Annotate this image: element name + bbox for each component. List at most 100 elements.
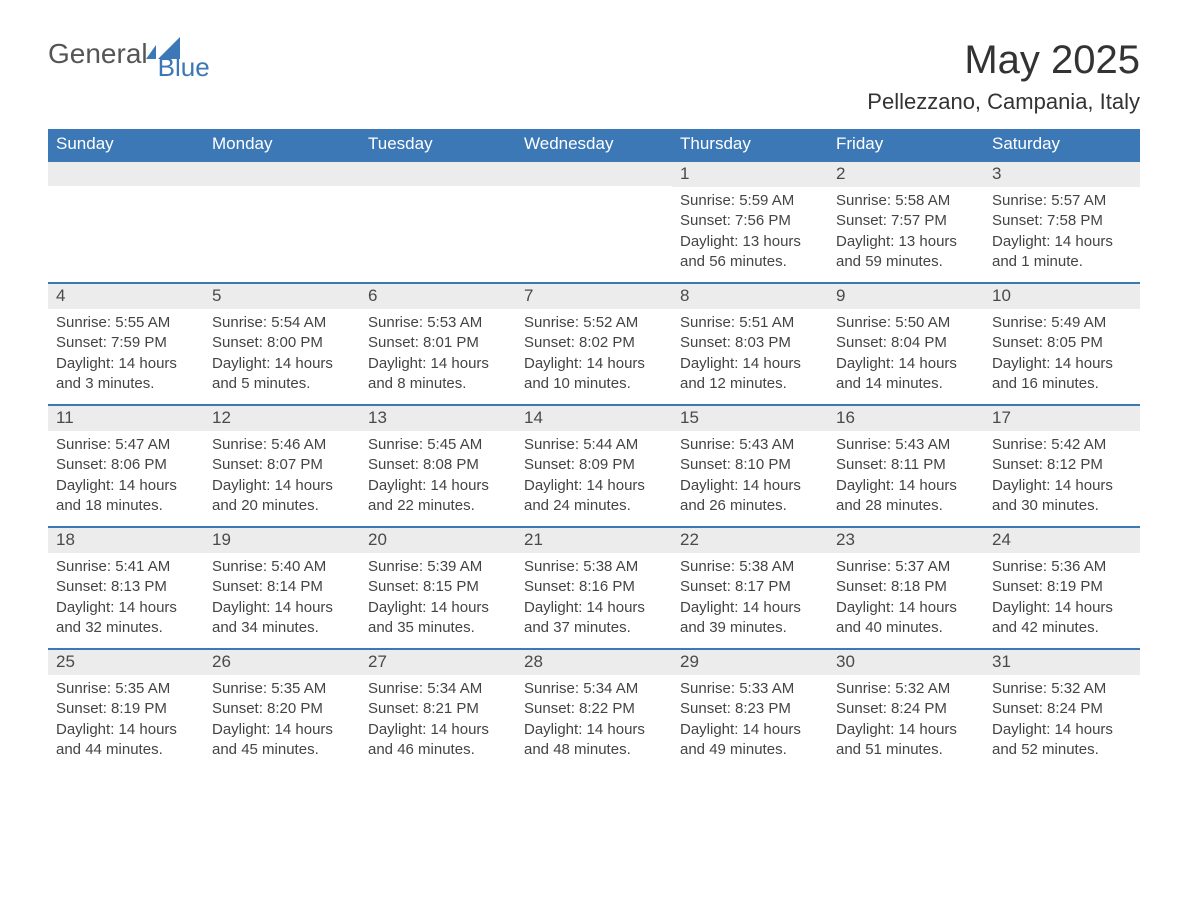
daylight-line: Daylight: 14 hours and 20 minutes. — [212, 476, 352, 517]
week-row: 18Sunrise: 5:41 AMSunset: 8:13 PMDayligh… — [48, 526, 1140, 648]
sunset-line: Sunset: 7:59 PM — [56, 333, 196, 353]
daylight-line: Daylight: 14 hours and 34 minutes. — [212, 598, 352, 639]
day-cell: 21Sunrise: 5:38 AMSunset: 8:16 PMDayligh… — [516, 528, 672, 648]
day-number: 19 — [204, 528, 360, 553]
day-cell: 4Sunrise: 5:55 AMSunset: 7:59 PMDaylight… — [48, 284, 204, 404]
daylight-line: Daylight: 14 hours and 48 minutes. — [524, 720, 664, 761]
brand-name-part2: Blue — [158, 52, 210, 83]
day-cell: 19 Sunrise: 5:40 AMSunset: 8:14 PMDayligh… — [204, 528, 360, 648]
day-details: Sunrise: 5:59 AMSunset: 7:56 PMDaylight:… — [672, 187, 828, 278]
daylight-line: Daylight: 14 hours and 37 minutes. — [524, 598, 664, 639]
daylight-line: Daylight: 14 hours and 24 minutes. — [524, 476, 664, 517]
sunset-line: Sunset: 8:22 PM — [524, 699, 664, 719]
daylight-line: Daylight: 14 hours and 16 minutes. — [992, 354, 1132, 395]
sunrise-line: Sunrise: 5:49 AM — [992, 313, 1132, 333]
sunset-line: Sunset: 8:23 PM — [680, 699, 820, 719]
day-details: Sunrise: 5:37 AMSunset: 8:18 PMDaylight:… — [828, 553, 984, 644]
day-cell — [516, 162, 672, 282]
sunrise-line: Sunrise: 5:53 AM — [368, 313, 508, 333]
day-cell: 6Sunrise: 5:53 AMSunset: 8:01 PMDaylight… — [360, 284, 516, 404]
day-number: 13 — [360, 406, 516, 431]
day-number: 26 — [204, 650, 360, 675]
sunset-line: Sunset: 8:08 PM — [368, 455, 508, 475]
sunset-line: Sunset: 8:18 PM — [836, 577, 976, 597]
day-cell: 28Sunrise: 5:34 AMSunset: 8:22 PMDayligh… — [516, 650, 672, 770]
daylight-line: Daylight: 14 hours and 14 minutes. — [836, 354, 976, 395]
daylight-line: Daylight: 14 hours and 42 minutes. — [992, 598, 1132, 639]
day-cell: 22Sunrise: 5:38 AMSunset: 8:17 PMDayligh… — [672, 528, 828, 648]
day-cell — [360, 162, 516, 282]
sunset-line: Sunset: 8:21 PM — [368, 699, 508, 719]
sunrise-line: Sunrise: 5:47 AM — [56, 435, 196, 455]
daylight-line: Daylight: 14 hours and 5 minutes. — [212, 354, 352, 395]
day-number: 23 — [828, 528, 984, 553]
day-cell: 2Sunrise: 5:58 AMSunset: 7:57 PMDaylight… — [828, 162, 984, 282]
day-cell — [48, 162, 204, 282]
sunset-line: Sunset: 8:19 PM — [992, 577, 1132, 597]
location-subtitle: Pellezzano, Campania, Italy — [867, 89, 1140, 115]
sunset-line: Sunset: 8:17 PM — [680, 577, 820, 597]
sunrise-line: Sunrise: 5:40 AM — [212, 557, 352, 577]
day-details: Sunrise: 5:36 AMSunset: 8:19 PMDaylight:… — [984, 553, 1140, 644]
sunrise-line: Sunrise: 5:32 AM — [836, 679, 976, 699]
day-details: Sunrise: 5:35 AMSunset: 8:20 PMDaylight:… — [204, 675, 360, 766]
daylight-line: Daylight: 14 hours and 30 minutes. — [992, 476, 1132, 517]
day-number: 30 — [828, 650, 984, 675]
sunrise-line: Sunrise: 5:35 AM — [212, 679, 352, 699]
day-cell: 24Sunrise: 5:36 AMSunset: 8:19 PMDayligh… — [984, 528, 1140, 648]
sunset-line: Sunset: 8:01 PM — [368, 333, 508, 353]
day-number: 4 — [48, 284, 204, 309]
day-number: 14 — [516, 406, 672, 431]
day-details: Sunrise: 5:34 AMSunset: 8:22 PMDaylight:… — [516, 675, 672, 766]
sunrise-line: Sunrise: 5:44 AM — [524, 435, 664, 455]
brand-name-part1: General — [48, 40, 148, 68]
day-cell: 26Sunrise: 5:35 AMSunset: 8:20 PMDayligh… — [204, 650, 360, 770]
daylight-line: Daylight: 14 hours and 22 minutes. — [368, 476, 508, 517]
sunset-line: Sunset: 7:58 PM — [992, 211, 1132, 231]
day-number: 24 — [984, 528, 1140, 553]
daylight-line: Daylight: 14 hours and 45 minutes. — [212, 720, 352, 761]
day-details: Sunrise: 5:38 AMSunset: 8:16 PMDaylight:… — [516, 553, 672, 644]
daylight-line: Daylight: 14 hours and 18 minutes. — [56, 476, 196, 517]
day-cell: 12Sunrise: 5:46 AMSunset: 8:07 PMDayligh… — [204, 406, 360, 526]
week-row: 25Sunrise: 5:35 AMSunset: 8:19 PMDayligh… — [48, 648, 1140, 770]
sunrise-line: Sunrise: 5:39 AM — [368, 557, 508, 577]
day-details: Sunrise: 5:57 AMSunset: 7:58 PMDaylight:… — [984, 187, 1140, 278]
daylight-line: Daylight: 14 hours and 28 minutes. — [836, 476, 976, 517]
day-details: Sunrise: 5:41 AMSunset: 8:13 PMDaylight:… — [48, 553, 204, 644]
sunset-line: Sunset: 8:03 PM — [680, 333, 820, 353]
weeks-container: 1Sunrise: 5:59 AMSunset: 7:56 PMDaylight… — [48, 160, 1140, 770]
sunset-line: Sunset: 8:05 PM — [992, 333, 1132, 353]
day-number: 1 — [672, 162, 828, 187]
day-cell: 17Sunrise: 5:42 AMSunset: 8:12 PMDayligh… — [984, 406, 1140, 526]
brand-logo: General Blue — [48, 38, 238, 69]
day-number: 25 — [48, 650, 204, 675]
day-number: 16 — [828, 406, 984, 431]
sunset-line: Sunset: 8:24 PM — [836, 699, 976, 719]
daylight-line: Daylight: 14 hours and 49 minutes. — [680, 720, 820, 761]
empty-day-bar — [516, 162, 672, 186]
calendar-page: General Blue May 2025 Pellezzano, Campan… — [0, 0, 1188, 810]
day-details: Sunrise: 5:53 AMSunset: 8:01 PMDaylight:… — [360, 309, 516, 400]
sunset-line: Sunset: 8:14 PM — [212, 577, 352, 597]
day-details: Sunrise: 5:47 AMSunset: 8:06 PMDaylight:… — [48, 431, 204, 522]
day-details: Sunrise: 5:46 AMSunset: 8:07 PMDaylight:… — [204, 431, 360, 522]
day-details: Sunrise: 5:32 AMSunset: 8:24 PMDaylight:… — [984, 675, 1140, 766]
day-cell: 20Sunrise: 5:39 AMSunset: 8:15 PMDayligh… — [360, 528, 516, 648]
day-details: Sunrise: 5:42 AMSunset: 8:12 PMDaylight:… — [984, 431, 1140, 522]
day-cell: 27Sunrise: 5:34 AMSunset: 8:21 PMDayligh… — [360, 650, 516, 770]
sunset-line: Sunset: 8:19 PM — [56, 699, 196, 719]
day-number: 12 — [204, 406, 360, 431]
sunrise-line: Sunrise: 5:35 AM — [56, 679, 196, 699]
sunset-line: Sunset: 8:09 PM — [524, 455, 664, 475]
day-cell: 15Sunrise: 5:43 AMSunset: 8:10 PMDayligh… — [672, 406, 828, 526]
day-cell: 5Sunrise: 5:54 AMSunset: 8:00 PMDaylight… — [204, 284, 360, 404]
day-details: Sunrise: 5:58 AMSunset: 7:57 PMDaylight:… — [828, 187, 984, 278]
sunset-line: Sunset: 8:11 PM — [836, 455, 976, 475]
day-cell: 3Sunrise: 5:57 AMSunset: 7:58 PMDaylight… — [984, 162, 1140, 282]
day-cell: 29Sunrise: 5:33 AMSunset: 8:23 PMDayligh… — [672, 650, 828, 770]
sunset-line: Sunset: 7:56 PM — [680, 211, 820, 231]
daylight-line: Daylight: 14 hours and 1 minute. — [992, 232, 1132, 273]
day-cell: 10Sunrise: 5:49 AMSunset: 8:05 PMDayligh… — [984, 284, 1140, 404]
daylight-line: Daylight: 14 hours and 46 minutes. — [368, 720, 508, 761]
